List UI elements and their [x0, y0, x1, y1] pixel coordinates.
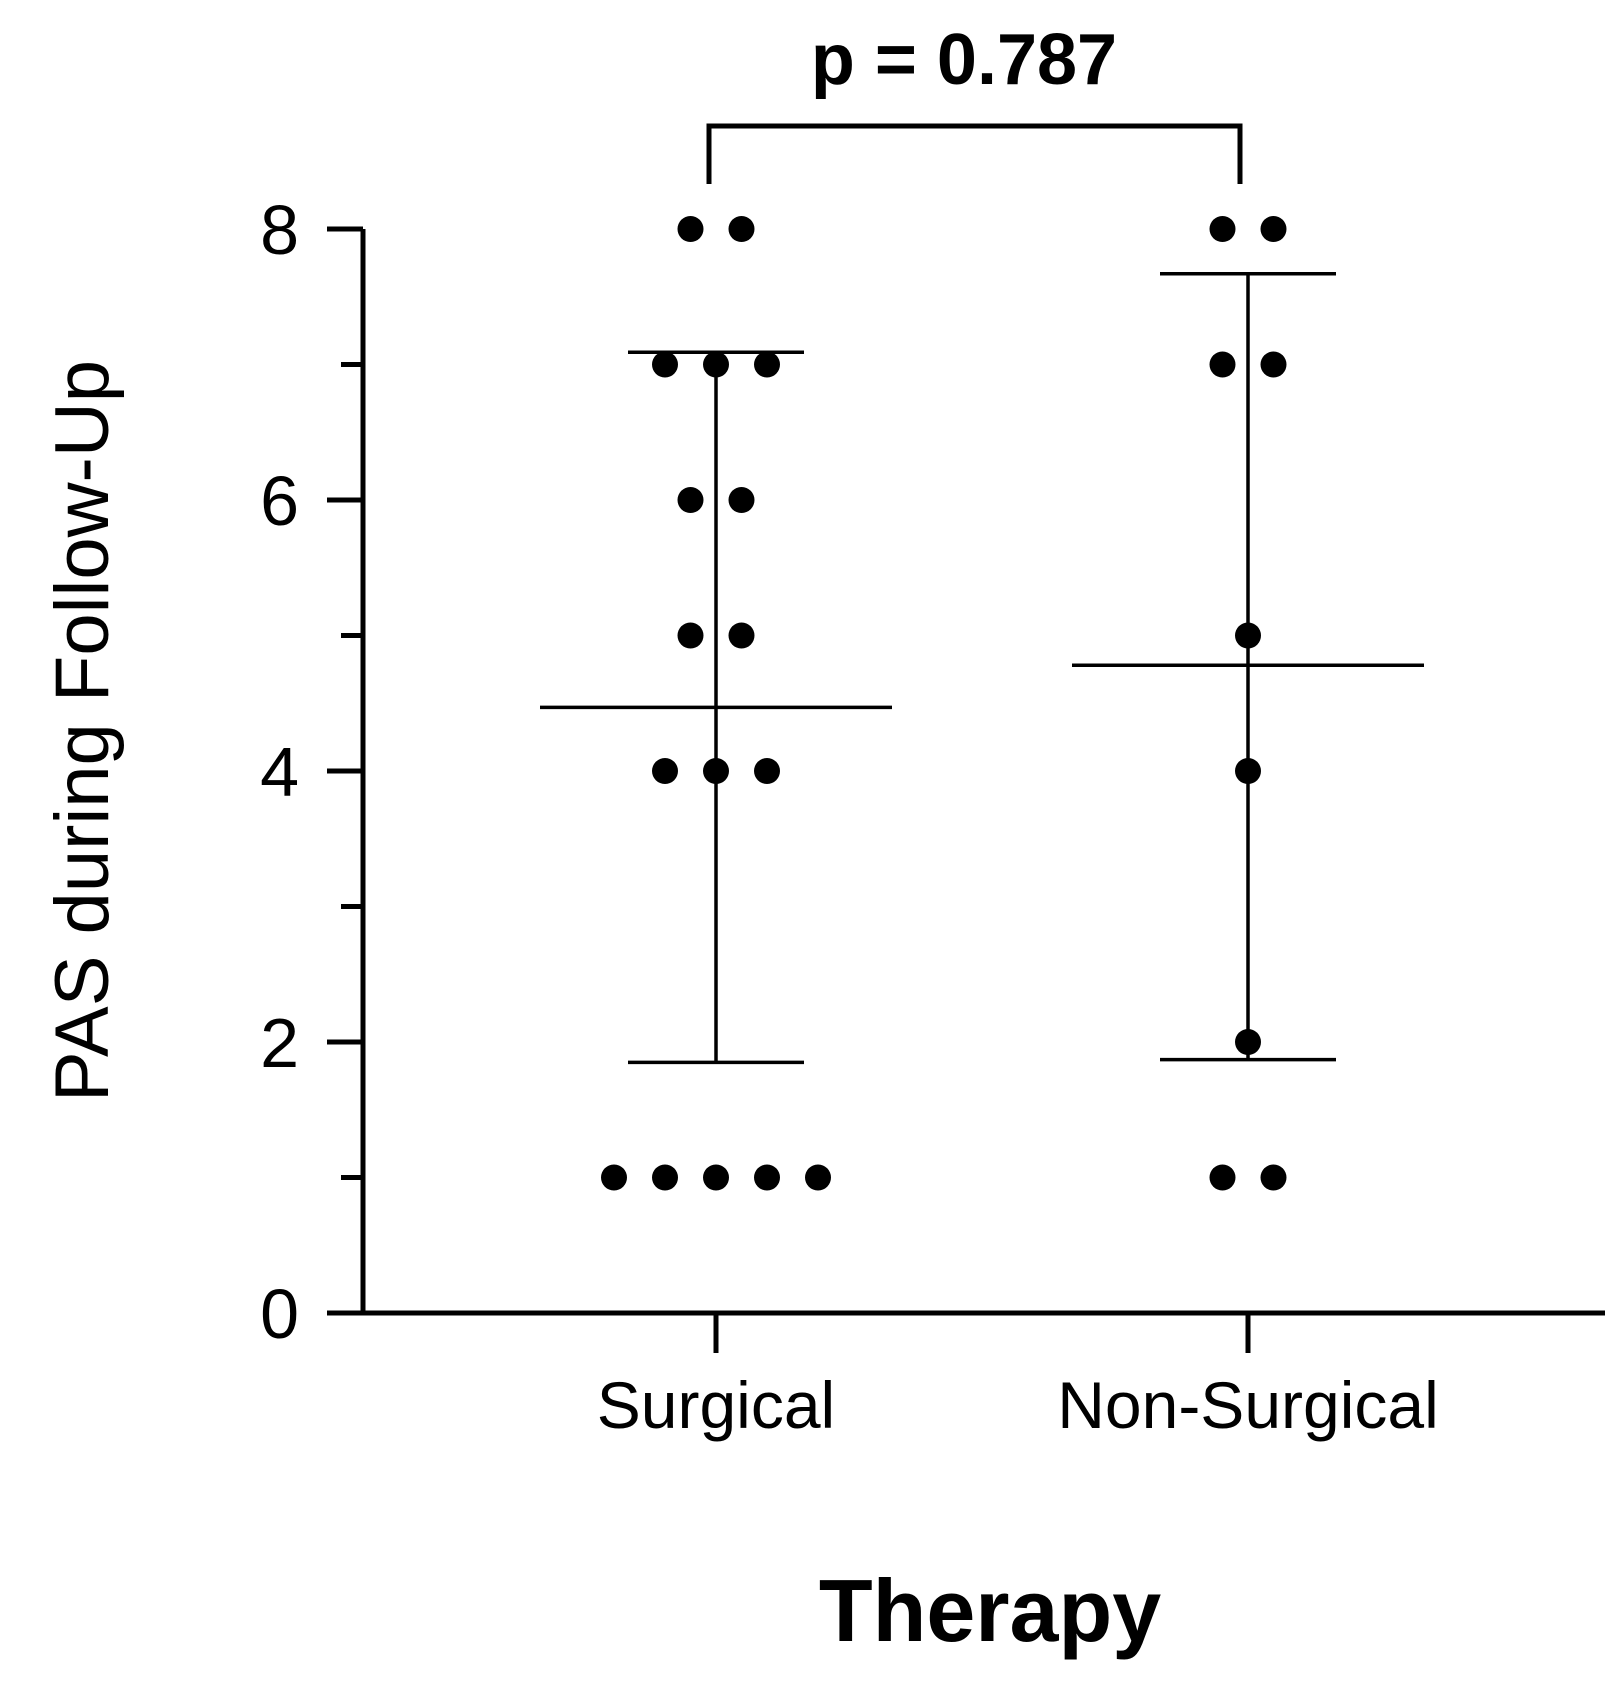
- data-point: [1260, 351, 1287, 378]
- data-point: [677, 216, 704, 242]
- data-point: [1209, 351, 1236, 378]
- data-point: [754, 351, 780, 378]
- data-point: [1209, 216, 1236, 242]
- data-point: [703, 351, 729, 378]
- y-tick-label: 8: [260, 191, 299, 269]
- y-tick-label: 6: [260, 462, 299, 540]
- data-point: [728, 487, 755, 513]
- data-point: [677, 622, 704, 649]
- error-bars: [540, 271, 1424, 1065]
- data-point: [1235, 1029, 1261, 1055]
- y-tick-label: 0: [260, 1275, 299, 1353]
- significance-annotation: p = 0.787: [706, 20, 1243, 184]
- data-point: [1235, 758, 1261, 784]
- y-tick-label: 4: [260, 733, 299, 811]
- data-point: [728, 622, 755, 649]
- data-point: [805, 1164, 831, 1191]
- data-point: [1260, 216, 1287, 242]
- data-point: [652, 1164, 678, 1191]
- data-point: [703, 758, 729, 784]
- x-tick-label: Surgical: [597, 1368, 835, 1442]
- data-point: [754, 1164, 780, 1191]
- data-point: [1260, 1164, 1287, 1191]
- data-point: [1235, 622, 1261, 649]
- data-point: [1209, 1164, 1236, 1191]
- data-point: [652, 758, 678, 784]
- data-point: [703, 1164, 729, 1191]
- p-value-label: p = 0.787: [811, 20, 1117, 100]
- y-axis-label: PAS during Follow-Up: [40, 360, 125, 1102]
- data-point: [728, 216, 755, 242]
- data-point: [601, 1164, 627, 1191]
- x-tick-label: Non-Surgical: [1057, 1368, 1439, 1442]
- data-point: [677, 487, 704, 513]
- axes: 0 2 4 6 8 Surgical Non-Surgical: [260, 191, 1605, 1442]
- data-points: [601, 216, 1287, 1191]
- significance-bracket: [706, 123, 1243, 184]
- x-axis-label: Therapy: [819, 1561, 1161, 1660]
- data-point: [652, 351, 678, 378]
- axis-labels: PAS during Follow-Up Therapy: [40, 360, 1161, 1660]
- y-tick-label: 2: [260, 1004, 299, 1082]
- data-point: [754, 758, 780, 784]
